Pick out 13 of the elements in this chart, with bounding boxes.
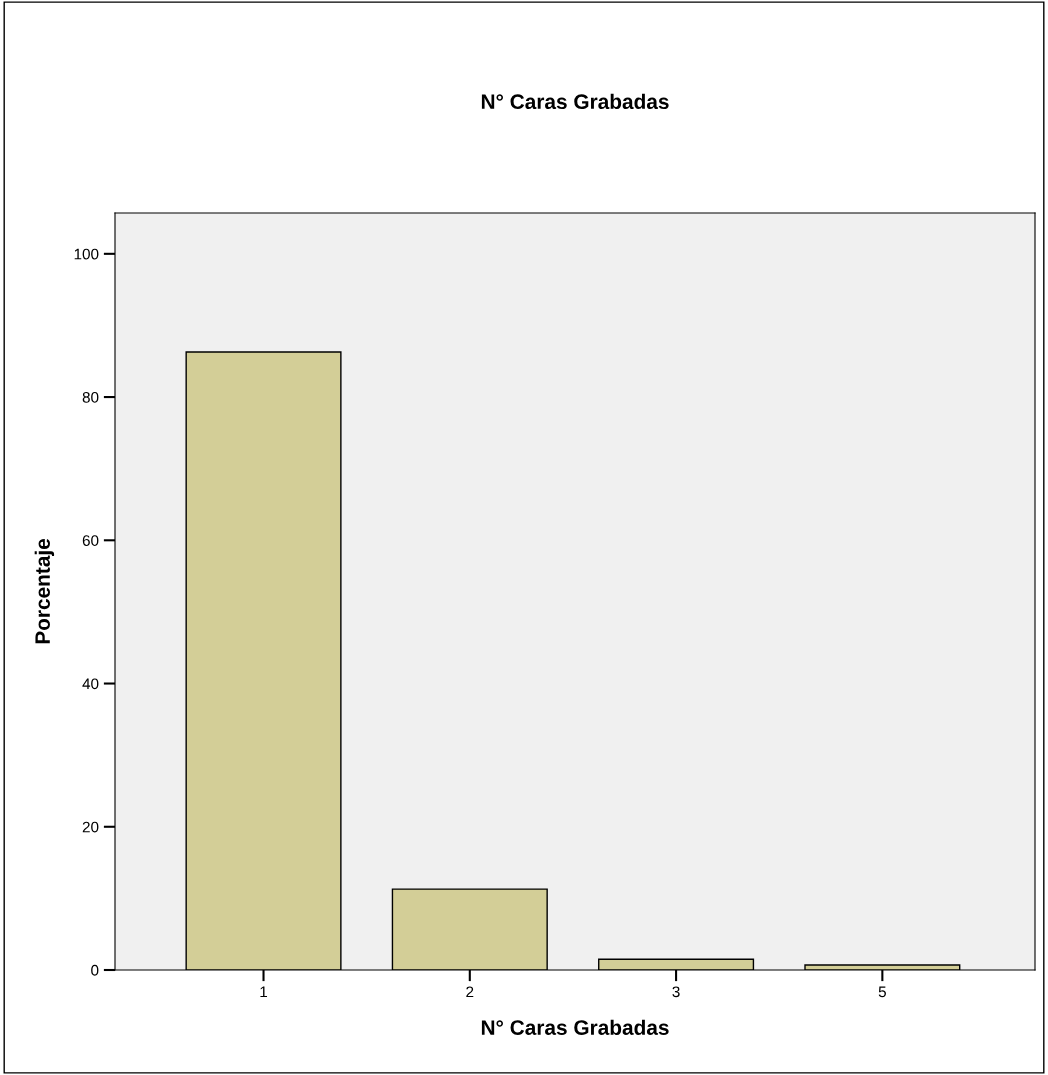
y-tick-label: 20 xyxy=(82,821,99,833)
x-tick-label: 5 xyxy=(878,986,886,998)
y-tick-label: 0 xyxy=(91,964,99,976)
y-tick-label: 40 xyxy=(82,678,99,690)
x-tick-label: 2 xyxy=(466,986,474,998)
x-axis-title: N° Caras Grabadas xyxy=(481,1019,669,1035)
y-tick-label: 100 xyxy=(74,248,99,260)
x-tick-label: 1 xyxy=(260,986,268,998)
y-axis-title: Porcentaje xyxy=(34,538,55,644)
y-tick-label: 60 xyxy=(82,535,99,546)
chart-title: N° Caras Grabadas xyxy=(481,93,669,110)
x-tick-label: 3 xyxy=(672,986,680,998)
y-tick-label: 80 xyxy=(82,391,99,403)
